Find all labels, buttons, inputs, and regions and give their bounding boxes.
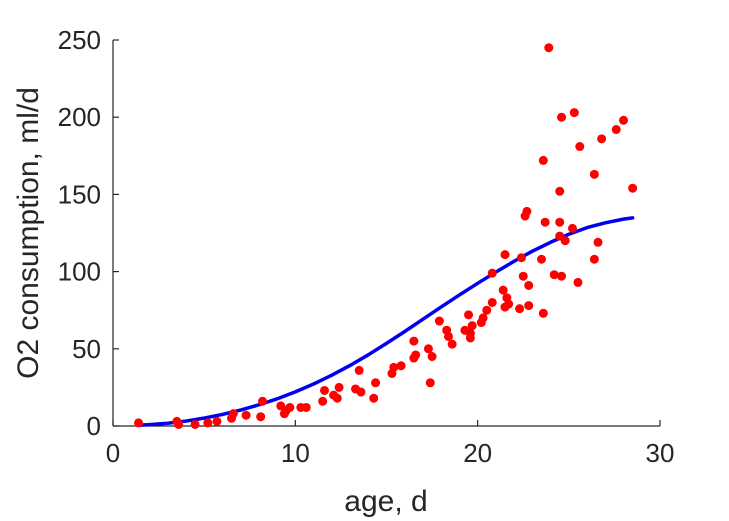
data-point [256, 412, 266, 422]
data-point [498, 285, 508, 295]
data-point [560, 236, 570, 246]
data-point [538, 308, 548, 318]
data-point [575, 142, 585, 152]
data-point [555, 217, 565, 227]
data-point [515, 304, 525, 314]
data-point [369, 393, 379, 403]
x-tick-label: 0 [106, 438, 120, 468]
data-point [628, 183, 638, 193]
data-point [593, 237, 603, 247]
x-tick-label: 20 [463, 438, 492, 468]
data-point [611, 125, 621, 135]
data-point [285, 402, 295, 412]
data-point [134, 418, 144, 428]
data-point [569, 108, 579, 118]
data-point [228, 409, 238, 419]
y-tick-label: 100 [58, 257, 101, 287]
x-axis-label: age, d [344, 485, 427, 518]
y-tick-label: 200 [58, 102, 101, 132]
data-point [447, 339, 457, 349]
data-point [567, 223, 577, 233]
data-point [212, 416, 222, 426]
data-point [389, 362, 399, 372]
data-point [540, 217, 550, 227]
data-point [573, 277, 583, 287]
data-point [425, 378, 435, 388]
data-point [190, 419, 200, 429]
data-point [301, 402, 311, 412]
data-point [409, 336, 419, 346]
data-point [487, 297, 497, 307]
data-point [332, 393, 342, 403]
data-point [464, 310, 474, 320]
data-point [478, 313, 488, 323]
ticks: 0 10 20 30 0 50 100 150 200 250 [58, 25, 675, 468]
data-point [411, 350, 421, 360]
data-point [538, 155, 548, 165]
data-point [524, 281, 534, 290]
data-point [536, 254, 546, 264]
data-point [467, 321, 477, 331]
x-tick-label: 10 [281, 438, 310, 468]
data-point [555, 186, 565, 196]
y-tick-label: 0 [87, 411, 101, 441]
y-tick-label: 250 [58, 25, 101, 55]
data-point [482, 305, 492, 315]
data-point [443, 331, 453, 341]
data-point [557, 271, 567, 281]
data-point [354, 365, 364, 375]
y-axis-label: O2 consumption, ml/d [12, 87, 45, 379]
data-point [356, 387, 366, 397]
data-point [334, 382, 344, 392]
data-point [589, 254, 599, 264]
data-point [423, 344, 433, 354]
fit-line [136, 216, 635, 427]
data-point [522, 206, 532, 216]
data-point [516, 253, 526, 263]
axes [112, 40, 660, 427]
data-point [371, 378, 381, 388]
data-point [524, 301, 534, 311]
data-point [434, 316, 444, 326]
data-point [518, 271, 528, 281]
y-tick-label: 50 [72, 334, 101, 364]
data-point [258, 396, 268, 406]
data-point [203, 418, 213, 428]
fit-line-group [136, 216, 635, 427]
data-point [549, 270, 559, 280]
data-points [134, 43, 638, 429]
data-point [318, 396, 328, 406]
x-tick-label: 30 [646, 438, 675, 468]
data-point [465, 333, 475, 343]
data-point [427, 352, 437, 362]
y-tick-label: 150 [58, 179, 101, 209]
data-point [174, 419, 184, 429]
data-point [597, 134, 607, 144]
data-point [241, 410, 251, 420]
data-point [396, 361, 406, 371]
data-point [589, 169, 599, 179]
data-point [557, 112, 567, 122]
data-point [504, 299, 514, 309]
data-point [544, 43, 554, 53]
data-point [487, 268, 497, 278]
data-point [320, 385, 330, 395]
data-point [619, 115, 629, 125]
data-point [500, 250, 510, 260]
